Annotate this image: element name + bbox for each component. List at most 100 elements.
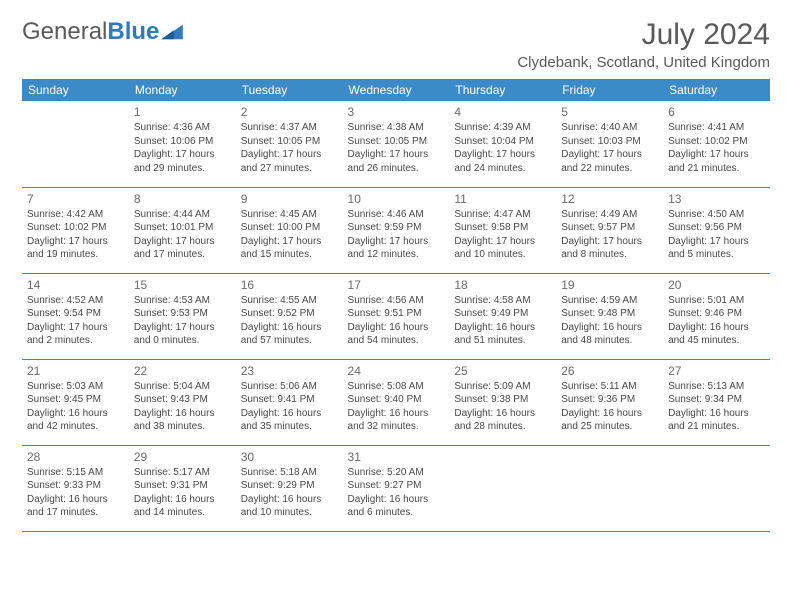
sunset-text: Sunset: 9:57 PM [561,221,658,235]
calendar-cell: 7Sunrise: 4:42 AMSunset: 10:02 PMDayligh… [22,187,129,273]
month-year: July 2024 [517,18,770,52]
day-number: 11 [454,191,551,207]
sunset-text: Sunset: 9:31 PM [134,479,231,493]
daylight1-text: Daylight: 16 hours [241,493,338,507]
daylight1-text: Daylight: 16 hours [454,407,551,421]
daylight1-text: Daylight: 16 hours [241,321,338,335]
day-number: 5 [561,104,658,120]
calendar-cell: 13Sunrise: 4:50 AMSunset: 9:56 PMDayligh… [663,187,770,273]
calendar-cell [663,445,770,531]
calendar-cell: 4Sunrise: 4:39 AMSunset: 10:04 PMDayligh… [449,101,556,187]
daylight1-text: Daylight: 17 hours [668,148,765,162]
daylight2-text: and 25 minutes. [561,420,658,434]
sunrise-text: Sunrise: 4:53 AM [134,294,231,308]
sunset-text: Sunset: 9:52 PM [241,307,338,321]
sunset-text: Sunset: 9:34 PM [668,393,765,407]
calendar-week-row: 1Sunrise: 4:36 AMSunset: 10:06 PMDayligh… [22,101,770,187]
sunrise-text: Sunrise: 4:41 AM [668,121,765,135]
daylight2-text: and 21 minutes. [668,420,765,434]
daylight2-text: and 22 minutes. [561,162,658,176]
sunset-text: Sunset: 9:59 PM [348,221,445,235]
calendar-cell [22,101,129,187]
daylight1-text: Daylight: 16 hours [561,407,658,421]
daylight2-text: and 6 minutes. [348,506,445,520]
day-number: 9 [241,191,338,207]
calendar-week-row: 21Sunrise: 5:03 AMSunset: 9:45 PMDayligh… [22,359,770,445]
daylight2-text: and 5 minutes. [668,248,765,262]
sunset-text: Sunset: 9:53 PM [134,307,231,321]
weekday-friday: Friday [556,79,663,101]
daylight1-text: Daylight: 16 hours [134,407,231,421]
sunset-text: Sunset: 9:41 PM [241,393,338,407]
calendar-cell: 2Sunrise: 4:37 AMSunset: 10:05 PMDayligh… [236,101,343,187]
sunrise-text: Sunrise: 4:47 AM [454,208,551,222]
day-number: 30 [241,449,338,465]
weekday-saturday: Saturday [663,79,770,101]
daylight1-text: Daylight: 16 hours [134,493,231,507]
daylight1-text: Daylight: 16 hours [348,407,445,421]
calendar-week-row: 7Sunrise: 4:42 AMSunset: 10:02 PMDayligh… [22,187,770,273]
sunrise-text: Sunrise: 4:58 AM [454,294,551,308]
day-number: 8 [134,191,231,207]
sunrise-text: Sunrise: 5:09 AM [454,380,551,394]
calendar-body: 1Sunrise: 4:36 AMSunset: 10:06 PMDayligh… [22,101,770,531]
sunset-text: Sunset: 9:36 PM [561,393,658,407]
day-number: 15 [134,277,231,293]
daylight2-text: and 32 minutes. [348,420,445,434]
daylight2-text: and 51 minutes. [454,334,551,348]
calendar-cell: 1Sunrise: 4:36 AMSunset: 10:06 PMDayligh… [129,101,236,187]
calendar-cell: 3Sunrise: 4:38 AMSunset: 10:05 PMDayligh… [343,101,450,187]
logo-text: GeneralBlue [22,18,159,46]
daylight1-text: Daylight: 17 hours [561,148,658,162]
day-number: 24 [348,363,445,379]
sunset-text: Sunset: 10:01 PM [134,221,231,235]
location: Clydebank, Scotland, United Kingdom [517,54,770,71]
calendar-cell: 27Sunrise: 5:13 AMSunset: 9:34 PMDayligh… [663,359,770,445]
day-number: 18 [454,277,551,293]
calendar-cell: 9Sunrise: 4:45 AMSunset: 10:00 PMDayligh… [236,187,343,273]
sunset-text: Sunset: 9:38 PM [454,393,551,407]
day-number: 21 [27,363,124,379]
calendar-cell: 16Sunrise: 4:55 AMSunset: 9:52 PMDayligh… [236,273,343,359]
daylight2-text: and 24 minutes. [454,162,551,176]
sunrise-text: Sunrise: 5:01 AM [668,294,765,308]
sunset-text: Sunset: 9:46 PM [668,307,765,321]
day-number: 10 [348,191,445,207]
sunrise-text: Sunrise: 4:55 AM [241,294,338,308]
sunset-text: Sunset: 9:49 PM [454,307,551,321]
daylight1-text: Daylight: 17 hours [134,148,231,162]
sunrise-text: Sunrise: 5:13 AM [668,380,765,394]
sunset-text: Sunset: 10:05 PM [348,135,445,149]
weekday-wednesday: Wednesday [343,79,450,101]
logo-triangle-icon [161,23,183,41]
day-number: 4 [454,104,551,120]
daylight1-text: Daylight: 17 hours [27,235,124,249]
sunrise-text: Sunrise: 5:17 AM [134,466,231,480]
day-number: 22 [134,363,231,379]
daylight1-text: Daylight: 17 hours [241,148,338,162]
sunrise-text: Sunrise: 5:04 AM [134,380,231,394]
sunrise-text: Sunrise: 4:39 AM [454,121,551,135]
sunset-text: Sunset: 9:27 PM [348,479,445,493]
logo: GeneralBlue [22,18,183,46]
sunrise-text: Sunrise: 5:20 AM [348,466,445,480]
calendar-cell: 21Sunrise: 5:03 AMSunset: 9:45 PMDayligh… [22,359,129,445]
weekday-header-row: Sunday Monday Tuesday Wednesday Thursday… [22,79,770,101]
daylight2-text: and 38 minutes. [134,420,231,434]
sunrise-text: Sunrise: 5:06 AM [241,380,338,394]
daylight1-text: Daylight: 17 hours [454,235,551,249]
day-number: 7 [27,191,124,207]
day-number: 25 [454,363,551,379]
calendar-cell: 20Sunrise: 5:01 AMSunset: 9:46 PMDayligh… [663,273,770,359]
daylight2-text: and 57 minutes. [241,334,338,348]
calendar-cell: 31Sunrise: 5:20 AMSunset: 9:27 PMDayligh… [343,445,450,531]
sunrise-text: Sunrise: 4:42 AM [27,208,124,222]
day-number: 23 [241,363,338,379]
daylight1-text: Daylight: 16 hours [561,321,658,335]
sunrise-text: Sunrise: 4:37 AM [241,121,338,135]
daylight1-text: Daylight: 17 hours [348,235,445,249]
sunrise-text: Sunrise: 5:11 AM [561,380,658,394]
day-number: 16 [241,277,338,293]
sunset-text: Sunset: 10:02 PM [668,135,765,149]
calendar-cell: 15Sunrise: 4:53 AMSunset: 9:53 PMDayligh… [129,273,236,359]
